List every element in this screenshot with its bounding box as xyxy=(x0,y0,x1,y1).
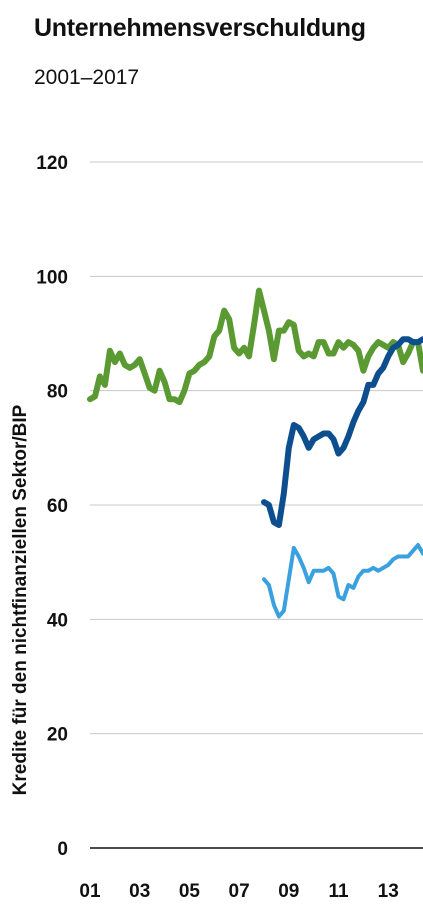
y-tick-label: 120 xyxy=(36,153,68,174)
series-line-2 xyxy=(261,336,423,528)
x-tick-label: 05 xyxy=(179,881,201,902)
x-tick-label: 01 xyxy=(79,881,101,902)
y-tick-label: 40 xyxy=(47,610,68,631)
x-tick-label: 07 xyxy=(229,881,250,902)
x-tick-label: 13 xyxy=(378,881,399,902)
y-tick-label: 20 xyxy=(47,725,68,746)
y-tick-label: 0 xyxy=(57,839,68,860)
y-tick-label: 60 xyxy=(47,496,68,517)
y-axis-label: Kredite für den nichtfinanziellen Sektor… xyxy=(10,404,31,795)
y-tick-label: 80 xyxy=(47,382,68,403)
chart-title: Unternehmensverschuldung xyxy=(34,14,366,42)
y-tick-labels: 0 20 40 60 80 100 120 xyxy=(36,153,68,860)
x-tick-label: 09 xyxy=(278,881,299,902)
y-tick-label: 100 xyxy=(36,267,68,288)
x-tick-labels: 01 03 05 07 09 11 13 xyxy=(79,881,398,902)
chart-subtitle: 2001–2017 xyxy=(34,66,140,89)
series-line-3 xyxy=(262,543,423,619)
gridlines xyxy=(90,161,423,849)
x-tick-label: 11 xyxy=(328,881,349,902)
x-tick-label: 03 xyxy=(129,881,150,902)
series-lines xyxy=(87,287,423,619)
series-line-1 xyxy=(87,287,423,406)
